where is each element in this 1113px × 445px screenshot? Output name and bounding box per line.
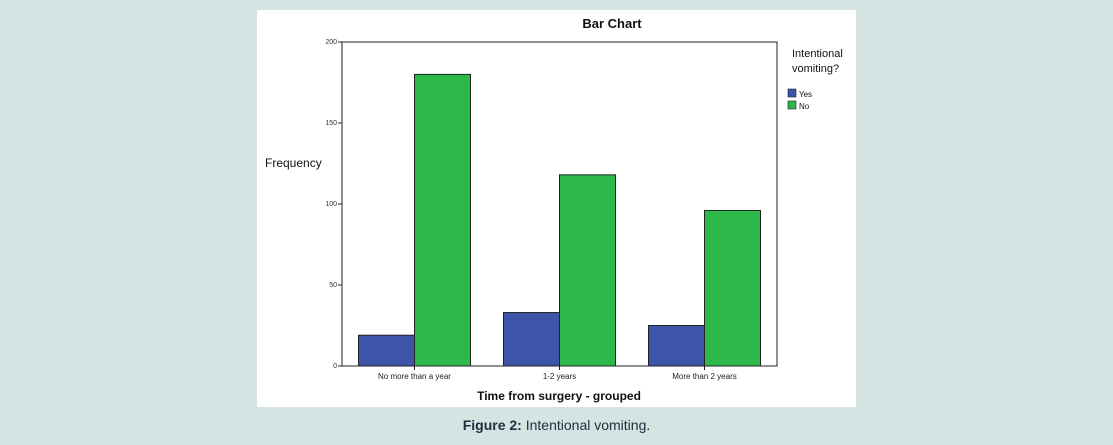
bar-chart: Bar Chart Frequency Time from surgery - … [265,16,843,403]
bar-no-1 [414,73,471,367]
caption-label: Figure 2: [462,417,522,433]
bar-yes-1 [358,334,415,367]
legend-label-no: No [799,102,810,111]
figure-panel: Bar Chart Frequency Time from surgery - … [257,10,856,407]
x-axis-ticks: No more than a year 1-2 years More than 2 … [378,366,737,381]
legend-swatch-yes [787,88,797,98]
figure-caption: Figure 2: Intentional vomiting. [0,417,1113,433]
y-tick-label: 200 [325,39,337,46]
legend-swatch-no [787,100,797,110]
y-axis-ticks: 0 50 100 150 200 [325,39,342,370]
legend-title-line-1: Intentional [792,48,843,60]
chart-title: Bar Chart [582,16,642,31]
y-tick-label: 100 [325,201,337,208]
y-tick-label: 0 [333,363,337,370]
legend-label-yes: Yes [799,90,812,99]
y-axis-label: Frequency [265,156,322,170]
bar-yes-3 [648,325,705,367]
x-tick-label: 1-2 years [543,372,576,381]
bar-no-3 [704,209,761,367]
legend-title-line-2: vomiting? [792,63,839,75]
bars [358,73,761,367]
x-axis-label: Time from surgery - grouped [477,389,641,403]
bar-yes-2 [503,312,560,367]
x-tick-label: More than 2 years [672,372,736,381]
bar-no-2 [559,174,616,367]
y-tick-label: 150 [325,120,337,127]
legend: Intentional vomiting? Yes No [787,48,843,111]
x-tick-label: No more than a year [378,372,451,381]
y-tick-label: 50 [329,282,337,289]
caption-text: Intentional vomiting. [525,417,651,433]
